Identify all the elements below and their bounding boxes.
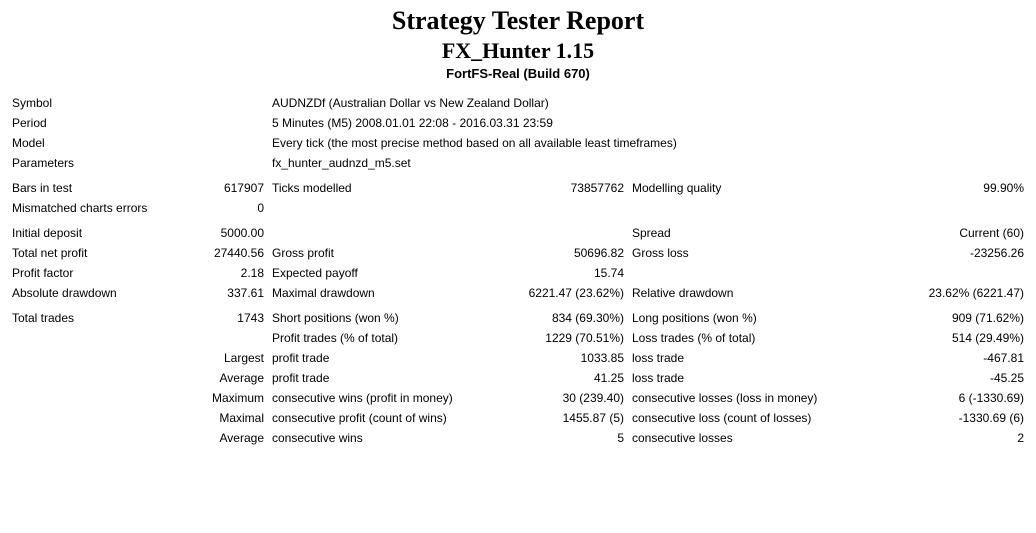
report-header: Strategy Tester Report FX_Hunter 1.15 Fo…: [0, 0, 1036, 93]
spread-label: Spread: [628, 218, 848, 243]
row-max-consec-count: Maximum consecutive wins (profit in mone…: [8, 388, 1028, 408]
quality-label: Modelling quality: [628, 173, 848, 198]
mismatch-label: Mismatched charts errors: [8, 198, 158, 218]
max-consec-wins-label: consecutive wins (profit in money): [268, 388, 488, 408]
mismatch-value: 0: [158, 198, 268, 218]
deposit-value: 5000.00: [158, 218, 268, 243]
group-maximal: Maximal: [158, 408, 268, 428]
max-consec-loss-value: -1330.69 (6): [848, 408, 1028, 428]
profit-factor-value: 2.18: [158, 263, 268, 283]
net-profit-value: 27440.56: [158, 243, 268, 263]
report-expert: FX_Hunter 1.15: [0, 38, 1036, 64]
row-deposit: Initial deposit 5000.00 Spread Current (…: [8, 218, 1028, 243]
row-avg-consec: Average consecutive wins 5 consecutive l…: [8, 428, 1028, 448]
row-symbol: Symbol AUDNZDf (Australian Dollar vs New…: [8, 93, 1028, 113]
gross-profit-label: Gross profit: [268, 243, 488, 263]
row-mismatch: Mismatched charts errors 0: [8, 198, 1028, 218]
row-bars: Bars in test 617907 Ticks modelled 73857…: [8, 173, 1028, 198]
avg-consec-wins-value: 5: [488, 428, 628, 448]
avg-consec-wins-label: consecutive wins: [268, 428, 488, 448]
avg-profit-value: 41.25: [488, 368, 628, 388]
model-value: Every tick (the most precise method base…: [268, 133, 1028, 153]
short-pos-value: 834 (69.30%): [488, 303, 628, 328]
row-period: Period 5 Minutes (M5) 2008.01.01 22:08 -…: [8, 113, 1028, 133]
report-server: FortFS-Real (Build 670): [0, 66, 1036, 81]
bars-label: Bars in test: [8, 173, 158, 198]
largest-loss-value: -467.81: [848, 348, 1028, 368]
group-average-trade: Average: [158, 368, 268, 388]
largest-profit-label: profit trade: [268, 348, 488, 368]
max-consec-wins-value: 30 (239.40): [488, 388, 628, 408]
max-consec-loss-label: consecutive loss (count of losses): [628, 408, 848, 428]
row-profit-loss-trades: Profit trades (% of total) 1229 (70.51%)…: [8, 328, 1028, 348]
largest-loss-label: loss trade: [628, 348, 848, 368]
row-largest: Largest profit trade 1033.85 loss trade …: [8, 348, 1028, 368]
avg-loss-label: loss trade: [628, 368, 848, 388]
short-pos-label: Short positions (won %): [268, 303, 488, 328]
total-trades-label: Total trades: [8, 303, 158, 328]
spread-value: Current (60): [848, 218, 1028, 243]
long-pos-value: 909 (71.62%): [848, 303, 1028, 328]
rel-drawdown-label: Relative drawdown: [628, 283, 848, 303]
parameters-value: fx_hunter_audnzd_m5.set: [268, 153, 1028, 173]
row-average-trade: Average profit trade 41.25 loss trade -4…: [8, 368, 1028, 388]
period-value: 5 Minutes (M5) 2008.01.01 22:08 - 2016.0…: [268, 113, 1028, 133]
bars-value: 617907: [158, 173, 268, 198]
loss-trades-label: Loss trades (% of total): [628, 328, 848, 348]
row-drawdown: Absolute drawdown 337.61 Maximal drawdow…: [8, 283, 1028, 303]
largest-profit-value: 1033.85: [488, 348, 628, 368]
report-title: Strategy Tester Report: [0, 6, 1036, 36]
avg-profit-label: profit trade: [268, 368, 488, 388]
group-largest: Largest: [158, 348, 268, 368]
profit-factor-label: Profit factor: [8, 263, 158, 283]
report-table: Symbol AUDNZDf (Australian Dollar vs New…: [8, 93, 1028, 448]
abs-drawdown-label: Absolute drawdown: [8, 283, 158, 303]
max-consec-losses-label: consecutive losses (loss in money): [628, 388, 848, 408]
row-profit-factor: Profit factor 2.18 Expected payoff 15.74: [8, 263, 1028, 283]
max-consec-losses-value: 6 (-1330.69): [848, 388, 1028, 408]
ticks-label: Ticks modelled: [268, 173, 488, 198]
expected-payoff-value: 15.74: [488, 263, 628, 283]
row-net-profit: Total net profit 27440.56 Gross profit 5…: [8, 243, 1028, 263]
gross-loss-value: -23256.26: [848, 243, 1028, 263]
avg-consec-losses-label: consecutive losses: [628, 428, 848, 448]
max-consec-profit-value: 1455.87 (5): [488, 408, 628, 428]
avg-loss-value: -45.25: [848, 368, 1028, 388]
row-max-consec-money: Maximal consecutive profit (count of win…: [8, 408, 1028, 428]
gross-profit-value: 50696.82: [488, 243, 628, 263]
profit-trades-label: Profit trades (% of total): [268, 328, 488, 348]
period-label: Period: [8, 113, 268, 133]
ticks-value: 73857762: [488, 173, 628, 198]
model-label: Model: [8, 133, 268, 153]
deposit-label: Initial deposit: [8, 218, 158, 243]
row-model: Model Every tick (the most precise metho…: [8, 133, 1028, 153]
profit-trades-value: 1229 (70.51%): [488, 328, 628, 348]
quality-value: 99.90%: [848, 173, 1028, 198]
long-pos-label: Long positions (won %): [628, 303, 848, 328]
max-drawdown-value: 6221.47 (23.62%): [488, 283, 628, 303]
abs-drawdown-value: 337.61: [158, 283, 268, 303]
max-consec-profit-label: consecutive profit (count of wins): [268, 408, 488, 428]
avg-consec-losses-value: 2: [848, 428, 1028, 448]
group-average-consec: Average: [158, 428, 268, 448]
rel-drawdown-value: 23.62% (6221.47): [848, 283, 1028, 303]
row-total-trades: Total trades 1743 Short positions (won %…: [8, 303, 1028, 328]
total-trades-value: 1743: [158, 303, 268, 328]
parameters-label: Parameters: [8, 153, 268, 173]
max-drawdown-label: Maximal drawdown: [268, 283, 488, 303]
expected-payoff-label: Expected payoff: [268, 263, 488, 283]
symbol-value: AUDNZDf (Australian Dollar vs New Zealan…: [268, 93, 1028, 113]
gross-loss-label: Gross loss: [628, 243, 848, 263]
net-profit-label: Total net profit: [8, 243, 158, 263]
group-maximum: Maximum: [158, 388, 268, 408]
row-parameters: Parameters fx_hunter_audnzd_m5.set: [8, 153, 1028, 173]
loss-trades-value: 514 (29.49%): [848, 328, 1028, 348]
symbol-label: Symbol: [8, 93, 268, 113]
